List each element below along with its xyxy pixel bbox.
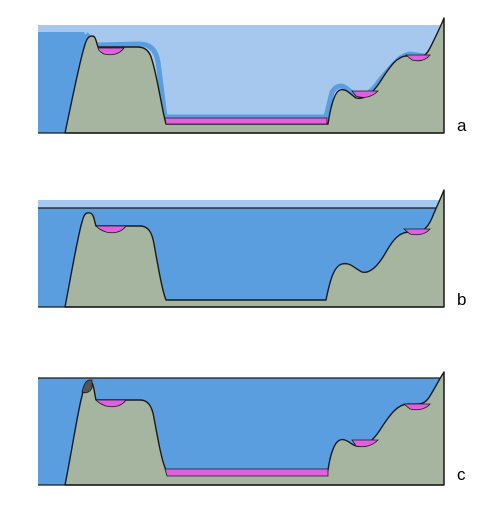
panel-label-b: b — [457, 290, 467, 309]
panel-a — [38, 17, 445, 134]
panel-a-deposit-basin — [164, 117, 328, 125]
panel-label-c: c — [457, 465, 466, 484]
panel-c-deposit-right-low — [351, 439, 379, 448]
panel-b-shallow-water — [38, 200, 444, 210]
panel-a-deposit-right-low — [351, 90, 379, 98]
panel-label-a: a — [457, 116, 467, 135]
panel-a-deposit-right-high — [404, 54, 431, 62]
panel-c-deposit-left — [95, 399, 127, 408]
panel-b — [38, 189, 445, 308]
panel-c-rock-cap — [81, 379, 93, 394]
panel-c — [38, 371, 445, 486]
panel-a-deposit-left — [97, 47, 125, 56]
panel-b-deposit-left — [95, 225, 127, 234]
panel-c-deposit-right-high — [402, 403, 431, 411]
panel-c-deposit-basin — [164, 468, 329, 477]
panel-b-deposit-right — [402, 228, 431, 236]
